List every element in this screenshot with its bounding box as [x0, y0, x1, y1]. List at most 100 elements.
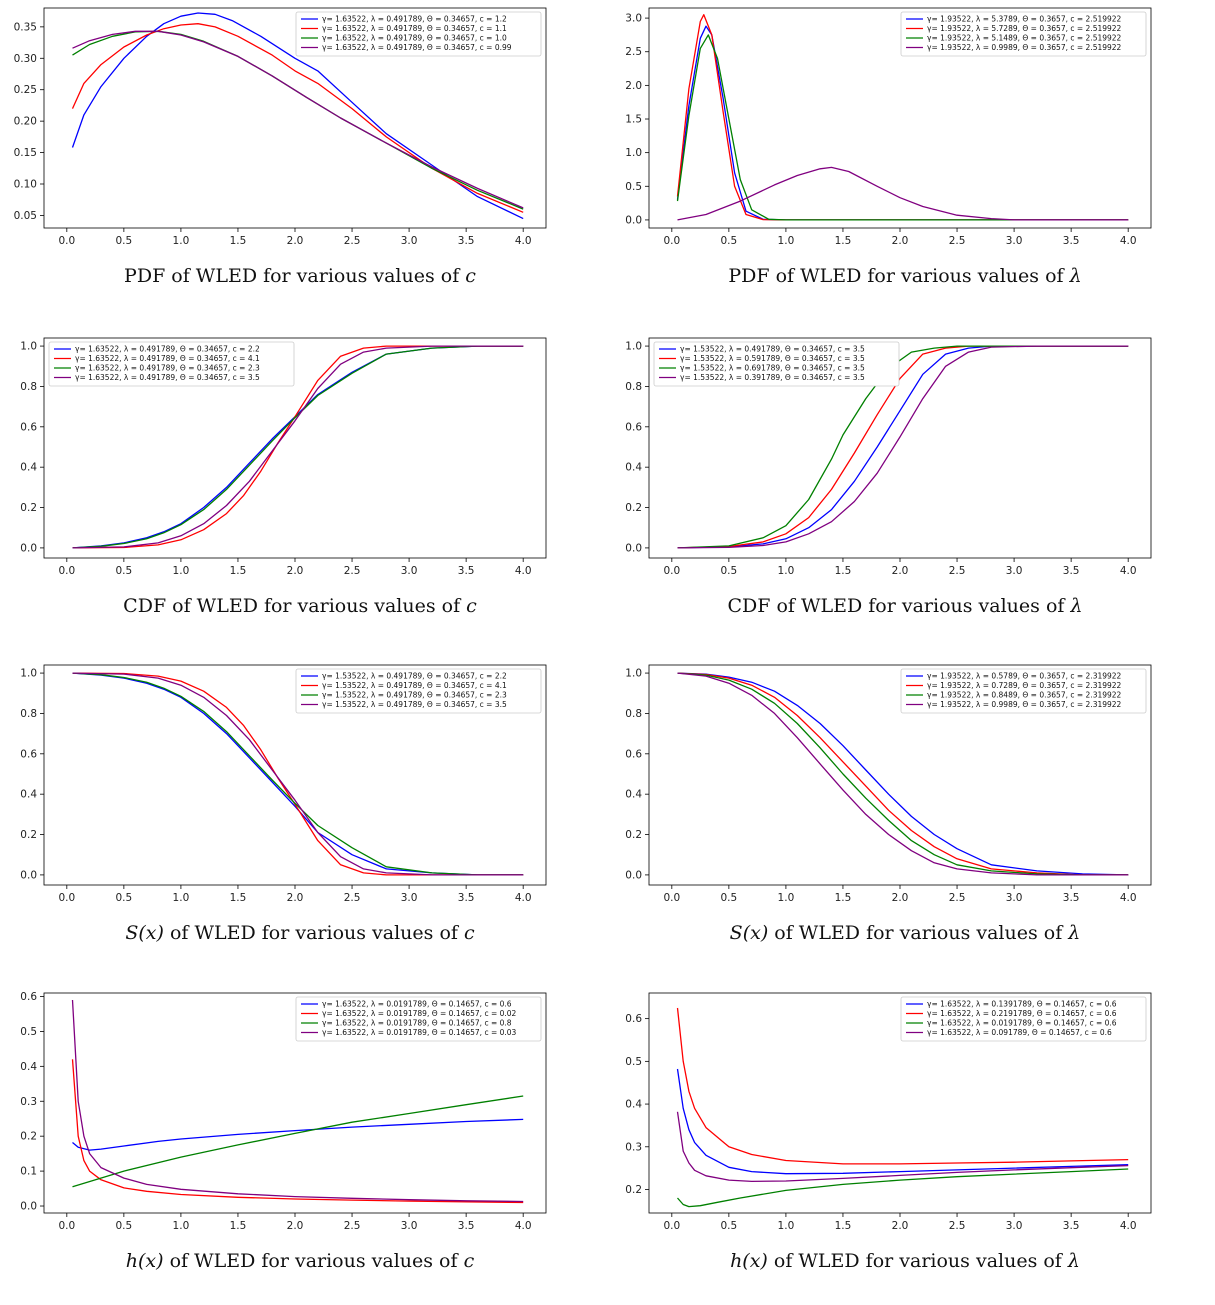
- legend-box: [900, 11, 1147, 57]
- caption-text: PDF of WLED for various values of: [124, 265, 466, 287]
- chart-panel: 0.0 0.5 1.0 1.5 2.0 2.5 3.0 3.5 4.0 0.0 0.2 0.4 0.6 0…: [0, 657, 600, 977]
- x-tick-label: 0.0: [663, 1220, 680, 1232]
- legend-label: γ= 1.93522, λ = 5.7289, Θ = 0.3657, c = …: [927, 24, 1122, 33]
- x-tick-label: 1.0: [778, 565, 795, 577]
- caption-function: h(x): [730, 1250, 768, 1272]
- legend-label: γ= 1.63522, λ = 0.491789, Θ = 0.34657, c…: [75, 354, 260, 363]
- series-line: [72, 30, 524, 209]
- x-tick-label: 2.0: [287, 235, 304, 247]
- x-tick-label: 2.5: [344, 892, 361, 904]
- x-tick-label: 0.0: [663, 565, 680, 577]
- y-tick-label: 0.6: [625, 421, 642, 433]
- x-tick-label: 0.5: [116, 565, 133, 577]
- y-tick-label: 0.20: [14, 116, 37, 128]
- x-tick-label: 0.0: [58, 892, 75, 904]
- series-line: [71, 23, 524, 213]
- y-tick-label: 0.4: [20, 1061, 37, 1073]
- x-tick-label: 3.5: [1063, 892, 1080, 904]
- x-tick-label: 4.0: [1120, 235, 1137, 247]
- chart-panel: 0.0 0.5 1.0 1.5 2.0 2.5 3.0 3.5 4.0 0.0 0.2 0.4 0.6 0…: [605, 657, 1205, 977]
- legend-label: γ= 1.63522, λ = 0.0191789, Θ = 0.14657, …: [927, 1019, 1117, 1028]
- legend-box: [48, 341, 295, 387]
- x-tick-label: 2.5: [344, 1220, 361, 1232]
- x-tick-label: 1.5: [835, 892, 852, 904]
- caption-parameter: c: [463, 922, 475, 944]
- y-tick-label: 0.05: [14, 210, 37, 222]
- y-tick-label: 0.5: [20, 1026, 37, 1038]
- y-tick-label: 1.0: [625, 147, 642, 159]
- series-line: [676, 1111, 1129, 1183]
- legend: γ= 1.63522, λ = 0.0191789, Θ = 0.14657, …: [295, 996, 542, 1042]
- chart-caption: h(x) of WLED for various values of c: [0, 1250, 600, 1272]
- legend-label: γ= 1.53522, λ = 0.491789, Θ = 0.34657, c…: [322, 681, 507, 690]
- legend-label: γ= 1.63522, λ = 0.491789, Θ = 0.34657, c…: [322, 15, 507, 24]
- y-tick-label: 0.2: [625, 829, 642, 841]
- caption-function: S(x): [729, 922, 769, 944]
- y-tick-label: 0.2: [20, 502, 37, 514]
- x-tick-label: 1.0: [173, 235, 190, 247]
- x-tick-label: 3.5: [458, 892, 475, 904]
- series-line: [72, 1118, 524, 1151]
- legend-label: γ= 1.93522, λ = 0.5789, Θ = 0.3657, c = …: [927, 672, 1122, 681]
- chart-panel: 0.0 0.5 1.0 1.5 2.0 2.5 3.0 3.5 4.0 0.05 0.10 0.15 0…: [0, 0, 600, 320]
- x-tick-label: 4.0: [1120, 565, 1137, 577]
- x-tick-label: 0.5: [721, 1220, 738, 1232]
- chart-svg: 0.0 0.5 1.0 1.5 2.0 2.5 3.0 3.5 4.0 0.0 0.5 1.0 1.5 2…: [625, 7, 1152, 247]
- series-line: [677, 1168, 1129, 1208]
- x-tick-label: 2.5: [949, 235, 966, 247]
- chart-caption: S(x) of WLED for various values of c: [0, 922, 600, 944]
- x-tick-label: 1.5: [835, 1220, 852, 1232]
- x-tick-label: 3.0: [1006, 1220, 1023, 1232]
- x-tick-label: 1.0: [173, 892, 190, 904]
- legend-label: γ= 1.63522, λ = 0.0191789, Θ = 0.14657, …: [322, 1028, 517, 1037]
- y-tick-label: 1.0: [625, 668, 642, 680]
- legend-box: [295, 668, 542, 714]
- series-line: [72, 30, 524, 210]
- y-tick-label: 0.5: [625, 181, 642, 193]
- chart-caption: CDF of WLED for various values of c: [0, 595, 600, 617]
- x-tick-label: 3.5: [1063, 235, 1080, 247]
- legend-label: γ= 1.93522, λ = 5.3789, Θ = 0.3657, c = …: [927, 15, 1122, 24]
- legend-label: γ= 1.63522, λ = 0.491789, Θ = 0.34657, c…: [75, 364, 260, 373]
- legend-label: γ= 1.63522, λ = 0.491789, Θ = 0.34657, c…: [322, 24, 507, 33]
- legend-label: γ= 1.63522, λ = 0.491789, Θ = 0.34657, c…: [322, 34, 507, 43]
- y-tick-label: 0.8: [20, 708, 37, 720]
- caption-text: of WLED for various values of: [163, 1250, 464, 1272]
- series-line: [676, 1007, 1129, 1165]
- y-tick-label: 0.0: [20, 542, 37, 554]
- legend-label: γ= 1.63522, λ = 0.1391789, Θ = 0.14657, …: [927, 1000, 1117, 1009]
- x-tick-label: 1.0: [778, 1220, 795, 1232]
- x-tick-label: 3.0: [1006, 235, 1023, 247]
- y-tick-label: 0.0: [20, 1201, 37, 1213]
- legend-label: γ= 1.53522, λ = 0.491789, Θ = 0.34657, c…: [322, 700, 507, 709]
- y-tick-label: 0.6: [625, 748, 642, 760]
- x-tick-label: 2.0: [287, 892, 304, 904]
- y-tick-label: 0.35: [14, 21, 37, 33]
- chart-panel: 0.0 0.5 1.0 1.5 2.0 2.5 3.0 3.5 4.0 0.0 0.2 0.4 0.6 0…: [0, 330, 600, 650]
- y-tick-label: 1.0: [625, 341, 642, 353]
- x-tick-label: 1.0: [778, 892, 795, 904]
- caption-parameter: λ: [1070, 595, 1083, 617]
- y-tick-label: 0.0: [625, 214, 642, 226]
- legend: γ= 1.63522, λ = 0.491789, Θ = 0.34657, c…: [295, 11, 542, 57]
- caption-parameter: λ: [1067, 1250, 1080, 1272]
- chart-caption: S(x) of WLED for various values of λ: [605, 922, 1205, 944]
- chart-svg: 0.0 0.5 1.0 1.5 2.0 2.5 3.0 3.5 4.0 0.2 0.3 0.4 0.5 0…: [625, 992, 1152, 1232]
- chart-caption: CDF of WLED for various values of λ: [605, 595, 1205, 617]
- y-tick-label: 0.0: [625, 542, 642, 554]
- chart-svg: 0.0 0.5 1.0 1.5 2.0 2.5 3.0 3.5 4.0 0.0 0.1 0.2 0.3 0…: [20, 991, 547, 1232]
- y-tick-label: 0.1: [20, 1166, 37, 1178]
- legend-label: γ= 1.93522, λ = 0.9989, Θ = 0.3657, c = …: [927, 43, 1122, 52]
- y-tick-label: 0.4: [625, 462, 642, 474]
- legend-label: γ= 1.63522, λ = 0.491789, Θ = 0.34657, c…: [322, 43, 512, 52]
- series-line: [71, 1059, 524, 1204]
- y-tick-label: 1.0: [20, 668, 37, 680]
- x-tick-label: 4.0: [1120, 892, 1137, 904]
- caption-parameter: c: [465, 265, 476, 287]
- x-tick-label: 2.0: [892, 892, 909, 904]
- y-tick-label: 0.25: [14, 84, 37, 96]
- x-tick-label: 1.5: [230, 235, 247, 247]
- x-tick-label: 3.0: [401, 1220, 418, 1232]
- x-tick-label: 0.5: [116, 235, 133, 247]
- legend-label: γ= 1.93522, λ = 5.1489, Θ = 0.3657, c = …: [927, 34, 1122, 43]
